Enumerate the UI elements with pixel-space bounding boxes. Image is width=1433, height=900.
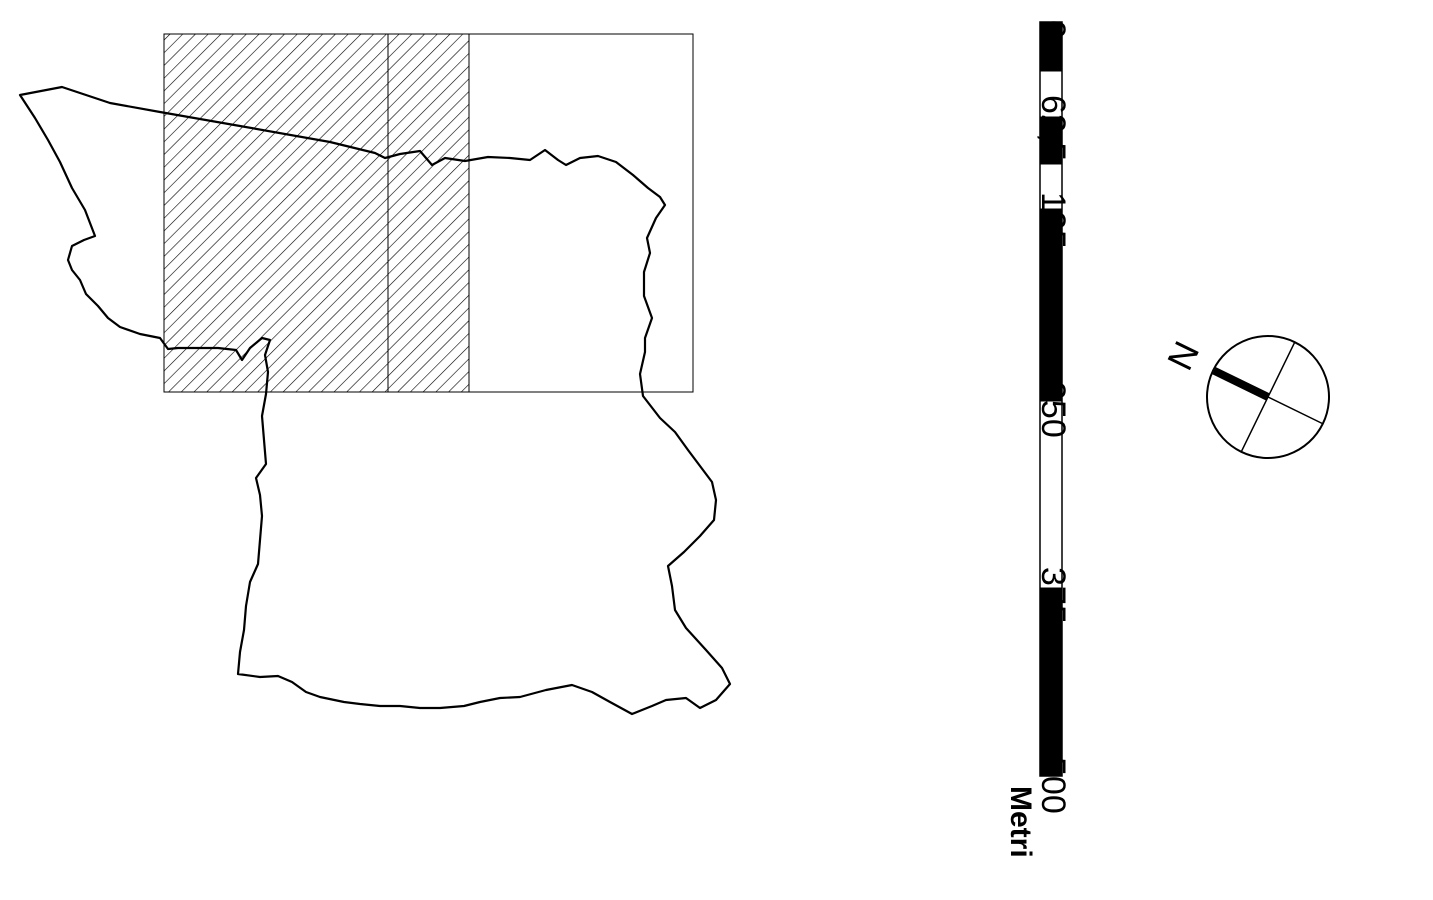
- tile-right: [468, 33, 694, 393]
- tile-left: [163, 33, 389, 393]
- scale-bar-segment: [1040, 209, 1062, 401]
- scale-bar: 0 62,5 125 250 375 500 Metri: [1004, 20, 1072, 858]
- municipality-boundary: [18, 85, 732, 716]
- scale-label-375: 375: [1034, 567, 1072, 624]
- scale-label-500: 500: [1034, 757, 1072, 814]
- north-arrow-icon: N: [1159, 335, 1330, 459]
- tile-middle: [387, 33, 470, 393]
- north-label: N: [1159, 335, 1207, 376]
- scale-bar-segment: [1040, 22, 1062, 71]
- scale-label-0: 0: [1034, 20, 1072, 39]
- scale-bar-segment: [1040, 588, 1062, 776]
- scale-unit-label: Metri: [1004, 786, 1037, 858]
- scale-label-62-5: 62,5: [1034, 95, 1072, 161]
- scale-label-125: 125: [1034, 192, 1072, 249]
- scale-bar-segment: [1040, 117, 1062, 164]
- scale-label-250: 250: [1034, 381, 1072, 438]
- tile-grid: [163, 33, 694, 393]
